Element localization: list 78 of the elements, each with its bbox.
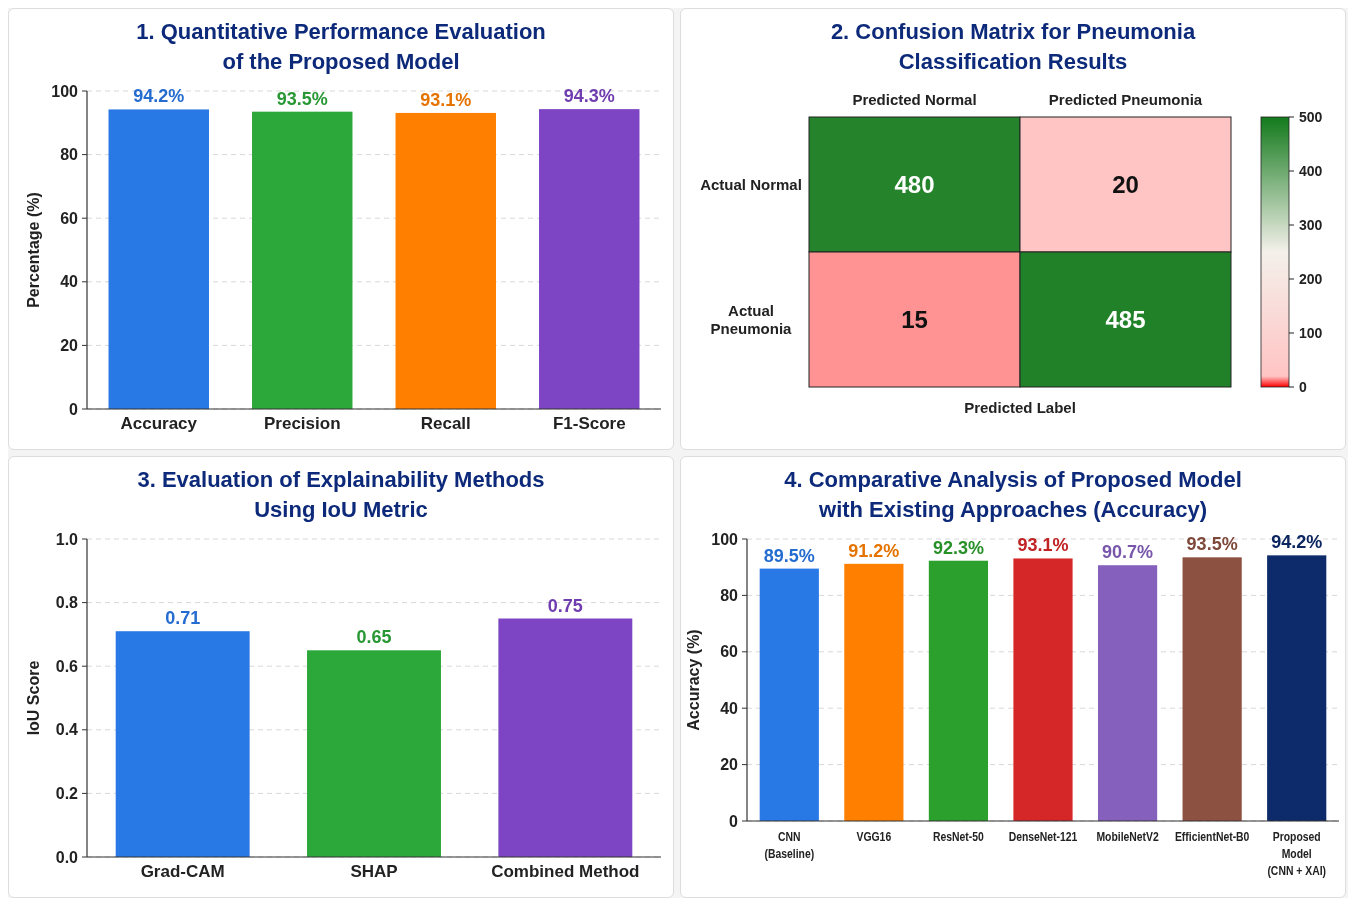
bar: [1097, 565, 1158, 821]
x-tick-label: CNN (Baseline): [764, 828, 815, 861]
y-tick-label: 60: [720, 643, 739, 661]
color-bar-label: 100: [1299, 324, 1323, 341]
data-label: 94.2%: [1271, 532, 1323, 553]
x-tick-label: Predicted Normal: [852, 91, 977, 108]
y-tick-label: 0.2: [55, 785, 79, 802]
data-label: 0.71: [165, 608, 201, 629]
y-tick-label: 1.0: [55, 530, 79, 548]
data-label: 90.7%: [1102, 542, 1154, 563]
data-label: 92.3%: [932, 537, 984, 558]
y-tick-label: Actual Pneumonia: [710, 301, 793, 337]
x-tick-label: Grad-CAM: [140, 862, 225, 881]
data-label: 93.5%: [276, 88, 328, 109]
bar: [115, 631, 250, 857]
y-tick-label: Actual Normal: [700, 175, 802, 193]
y-tick-label: 40: [720, 699, 739, 717]
y-tick-label: 60: [60, 209, 79, 227]
x-tick-label: Recall: [420, 414, 471, 433]
y-tick-label: 80: [720, 587, 739, 604]
data-label: 94.3%: [563, 86, 615, 107]
data-label: 93.1%: [1017, 535, 1069, 556]
x-tick-label: VGG16: [856, 828, 892, 844]
data-label: 15: [901, 305, 928, 333]
bar: [498, 618, 633, 857]
y-tick-label: 0: [729, 812, 739, 830]
y-tick-label: 100: [711, 530, 739, 548]
data-label: 91.2%: [848, 540, 900, 561]
chart-title: 2. Confusion Matrix for Pneumonia Classification Results: [830, 19, 1196, 74]
color-bar-label: 200: [1299, 270, 1323, 287]
x-tick-label: Predicted Pneumonia: [1048, 91, 1203, 108]
bar: [1013, 558, 1073, 821]
x-tick-label: SHAP: [350, 862, 398, 881]
bar: [307, 650, 441, 857]
data-label: 0.75: [547, 595, 583, 616]
data-label: 94.2%: [133, 86, 185, 107]
chart-title: 1. Quantitative Performance Evaluation of the Proposed Model: [136, 19, 546, 74]
data-label: 485: [1105, 305, 1146, 333]
x-tick-label: EfficientNet-B0: [1174, 828, 1250, 844]
y-tick-label: 40: [60, 273, 79, 291]
x-tick-label: Proposed Model (CNN + XAI): [1267, 828, 1327, 878]
chart-title: 4. Comparative Analysis of Proposed Model with Existing Approaches (Accuracy): [784, 467, 1242, 522]
x-tick-label: Precision: [263, 414, 341, 433]
bar: [1182, 557, 1242, 821]
y-axis-title: Accuracy (%): [685, 629, 702, 731]
color-bar-label: 300: [1299, 216, 1323, 233]
chart-title: 3. Evaluation of Explainability Methods Using IoU Metric: [137, 467, 545, 522]
x-axis-title: Predicted Label: [964, 399, 1076, 416]
x-tick-label: DenseNet-121: [1008, 828, 1078, 844]
y-tick-label: 20: [60, 337, 79, 354]
y-tick-label: 100: [51, 82, 79, 100]
x-tick-label: Accuracy: [120, 414, 198, 433]
data-label: 20: [1112, 170, 1139, 198]
color-bar-label: 500: [1299, 108, 1323, 125]
y-axis-title: Percentage (%): [25, 192, 42, 308]
color-bar-label: 400: [1299, 162, 1323, 179]
color-bar-label: 0: [1299, 378, 1307, 395]
y-tick-label: 80: [60, 146, 79, 164]
x-tick-label: MobileNetV2: [1096, 828, 1160, 844]
data-label: 480: [894, 170, 935, 198]
data-label: 93.5%: [1186, 534, 1238, 555]
bar: [928, 560, 989, 821]
bar: [759, 568, 819, 821]
data-label: 0.65: [356, 627, 392, 648]
data-label: 89.5%: [763, 545, 815, 566]
y-tick-label: 0.8: [55, 594, 79, 612]
bar: [1267, 555, 1327, 821]
y-tick-label: 0.4: [55, 721, 79, 739]
x-tick-label: F1-Score: [552, 414, 626, 433]
y-tick-label: 0.0: [55, 848, 79, 866]
y-tick-label: 0: [69, 400, 79, 418]
x-tick-label: ResNet-50: [933, 828, 985, 844]
bar: [844, 563, 904, 821]
y-axis-title: IoU Score: [25, 660, 42, 736]
y-tick-label: 0.6: [55, 657, 79, 675]
x-tick-label: Combined Method: [491, 862, 640, 881]
data-label: 93.1%: [420, 89, 472, 110]
y-tick-label: 20: [720, 756, 739, 774]
